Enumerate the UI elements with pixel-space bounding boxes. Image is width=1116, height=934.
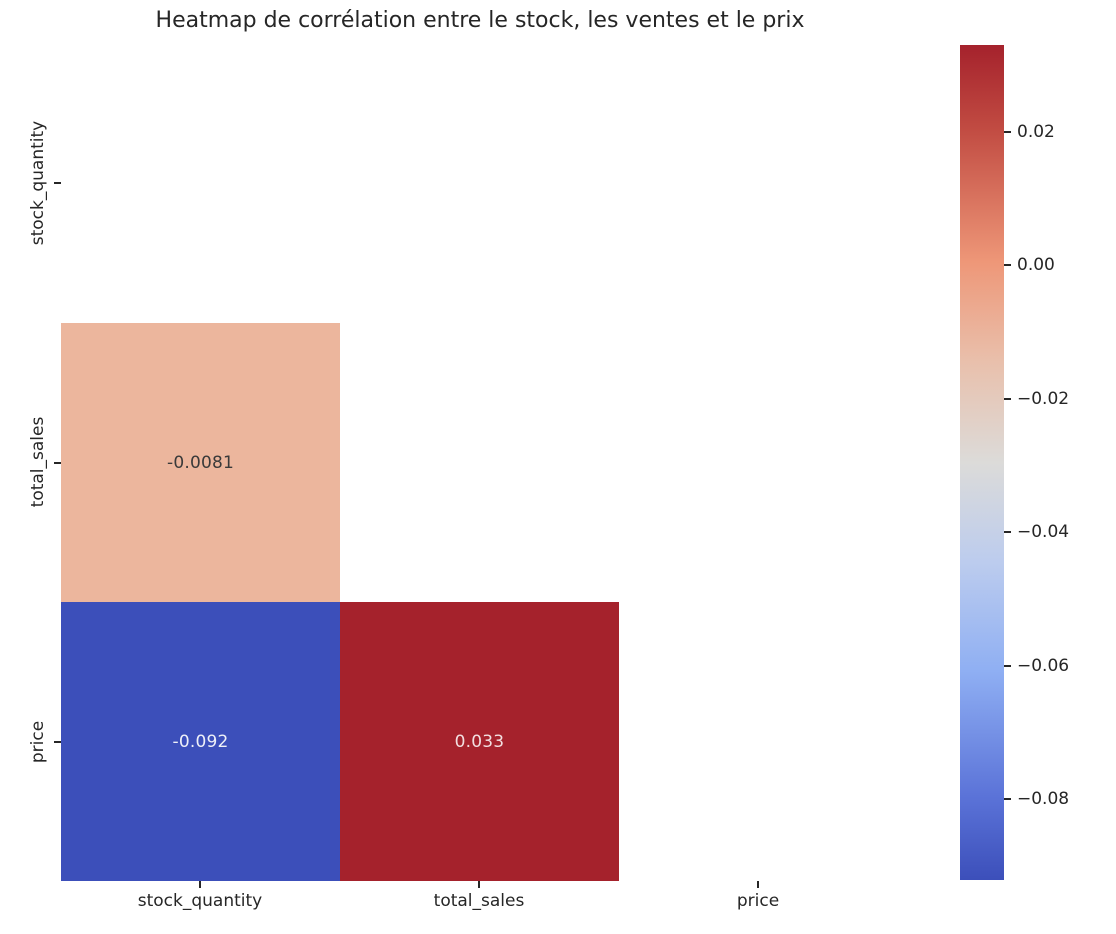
y-axis-label-total_sales: total_sales bbox=[28, 416, 48, 508]
x-axis-label-stock_quantity: stock_quantity bbox=[137, 891, 263, 911]
x-tick-mark bbox=[478, 881, 480, 888]
colorbar-tick: 0.00 bbox=[1004, 255, 1055, 275]
x-axis-label-price: price bbox=[736, 891, 780, 911]
colorbar-tick-label: 0.00 bbox=[1017, 255, 1055, 275]
colorbar-tick-mark bbox=[1004, 264, 1011, 266]
colorbar-tick: −0.02 bbox=[1004, 389, 1069, 409]
x-tick-mark bbox=[199, 881, 201, 888]
colorbar-tick: −0.04 bbox=[1004, 522, 1069, 542]
colorbar-tick-label: −0.08 bbox=[1017, 789, 1070, 809]
heatmap-cell-price-total_sales: 0.033 bbox=[340, 602, 619, 881]
colorbar-tick-mark bbox=[1004, 798, 1011, 800]
colorbar-tick-label: −0.02 bbox=[1017, 389, 1070, 409]
colorbar-tick-label: −0.06 bbox=[1017, 656, 1070, 676]
colorbar: 0.02 0.00 −0.02 −0.04 −0.06 −0.08 bbox=[960, 45, 1069, 880]
cell-annotation: -0.0081 bbox=[166, 452, 235, 473]
y-tick-mark bbox=[54, 462, 61, 464]
colorbar-tick-mark bbox=[1004, 398, 1011, 400]
y-tick-mark bbox=[54, 182, 61, 184]
colorbar-tick-label: 0.02 bbox=[1017, 122, 1055, 142]
colorbar-tick-mark bbox=[1004, 531, 1011, 533]
x-axis-label-total_sales: total_sales bbox=[433, 891, 525, 911]
colorbar-gradient bbox=[960, 45, 1004, 880]
chart-title: Heatmap de corrélation entre le stock, l… bbox=[155, 8, 805, 33]
colorbar-tick-mark bbox=[1004, 131, 1011, 133]
colorbar-tick: 0.02 bbox=[1004, 122, 1055, 142]
y-axis-label-stock_quantity: stock_quantity bbox=[28, 120, 48, 246]
colorbar-tick-label: −0.04 bbox=[1017, 522, 1070, 542]
colorbar-tick: −0.08 bbox=[1004, 789, 1069, 809]
heatmap-cell-total_sales-stock_quantity: -0.0081 bbox=[61, 323, 340, 602]
heatmap-cell-price-stock_quantity: -0.092 bbox=[61, 602, 340, 881]
y-axis-label-price: price bbox=[28, 720, 48, 764]
cell-annotation: -0.092 bbox=[172, 731, 229, 752]
colorbar-tick: −0.06 bbox=[1004, 656, 1069, 676]
colorbar-tick-mark bbox=[1004, 665, 1011, 667]
y-tick-mark bbox=[54, 741, 61, 743]
cell-annotation: 0.033 bbox=[454, 731, 505, 752]
x-tick-mark bbox=[757, 881, 759, 888]
